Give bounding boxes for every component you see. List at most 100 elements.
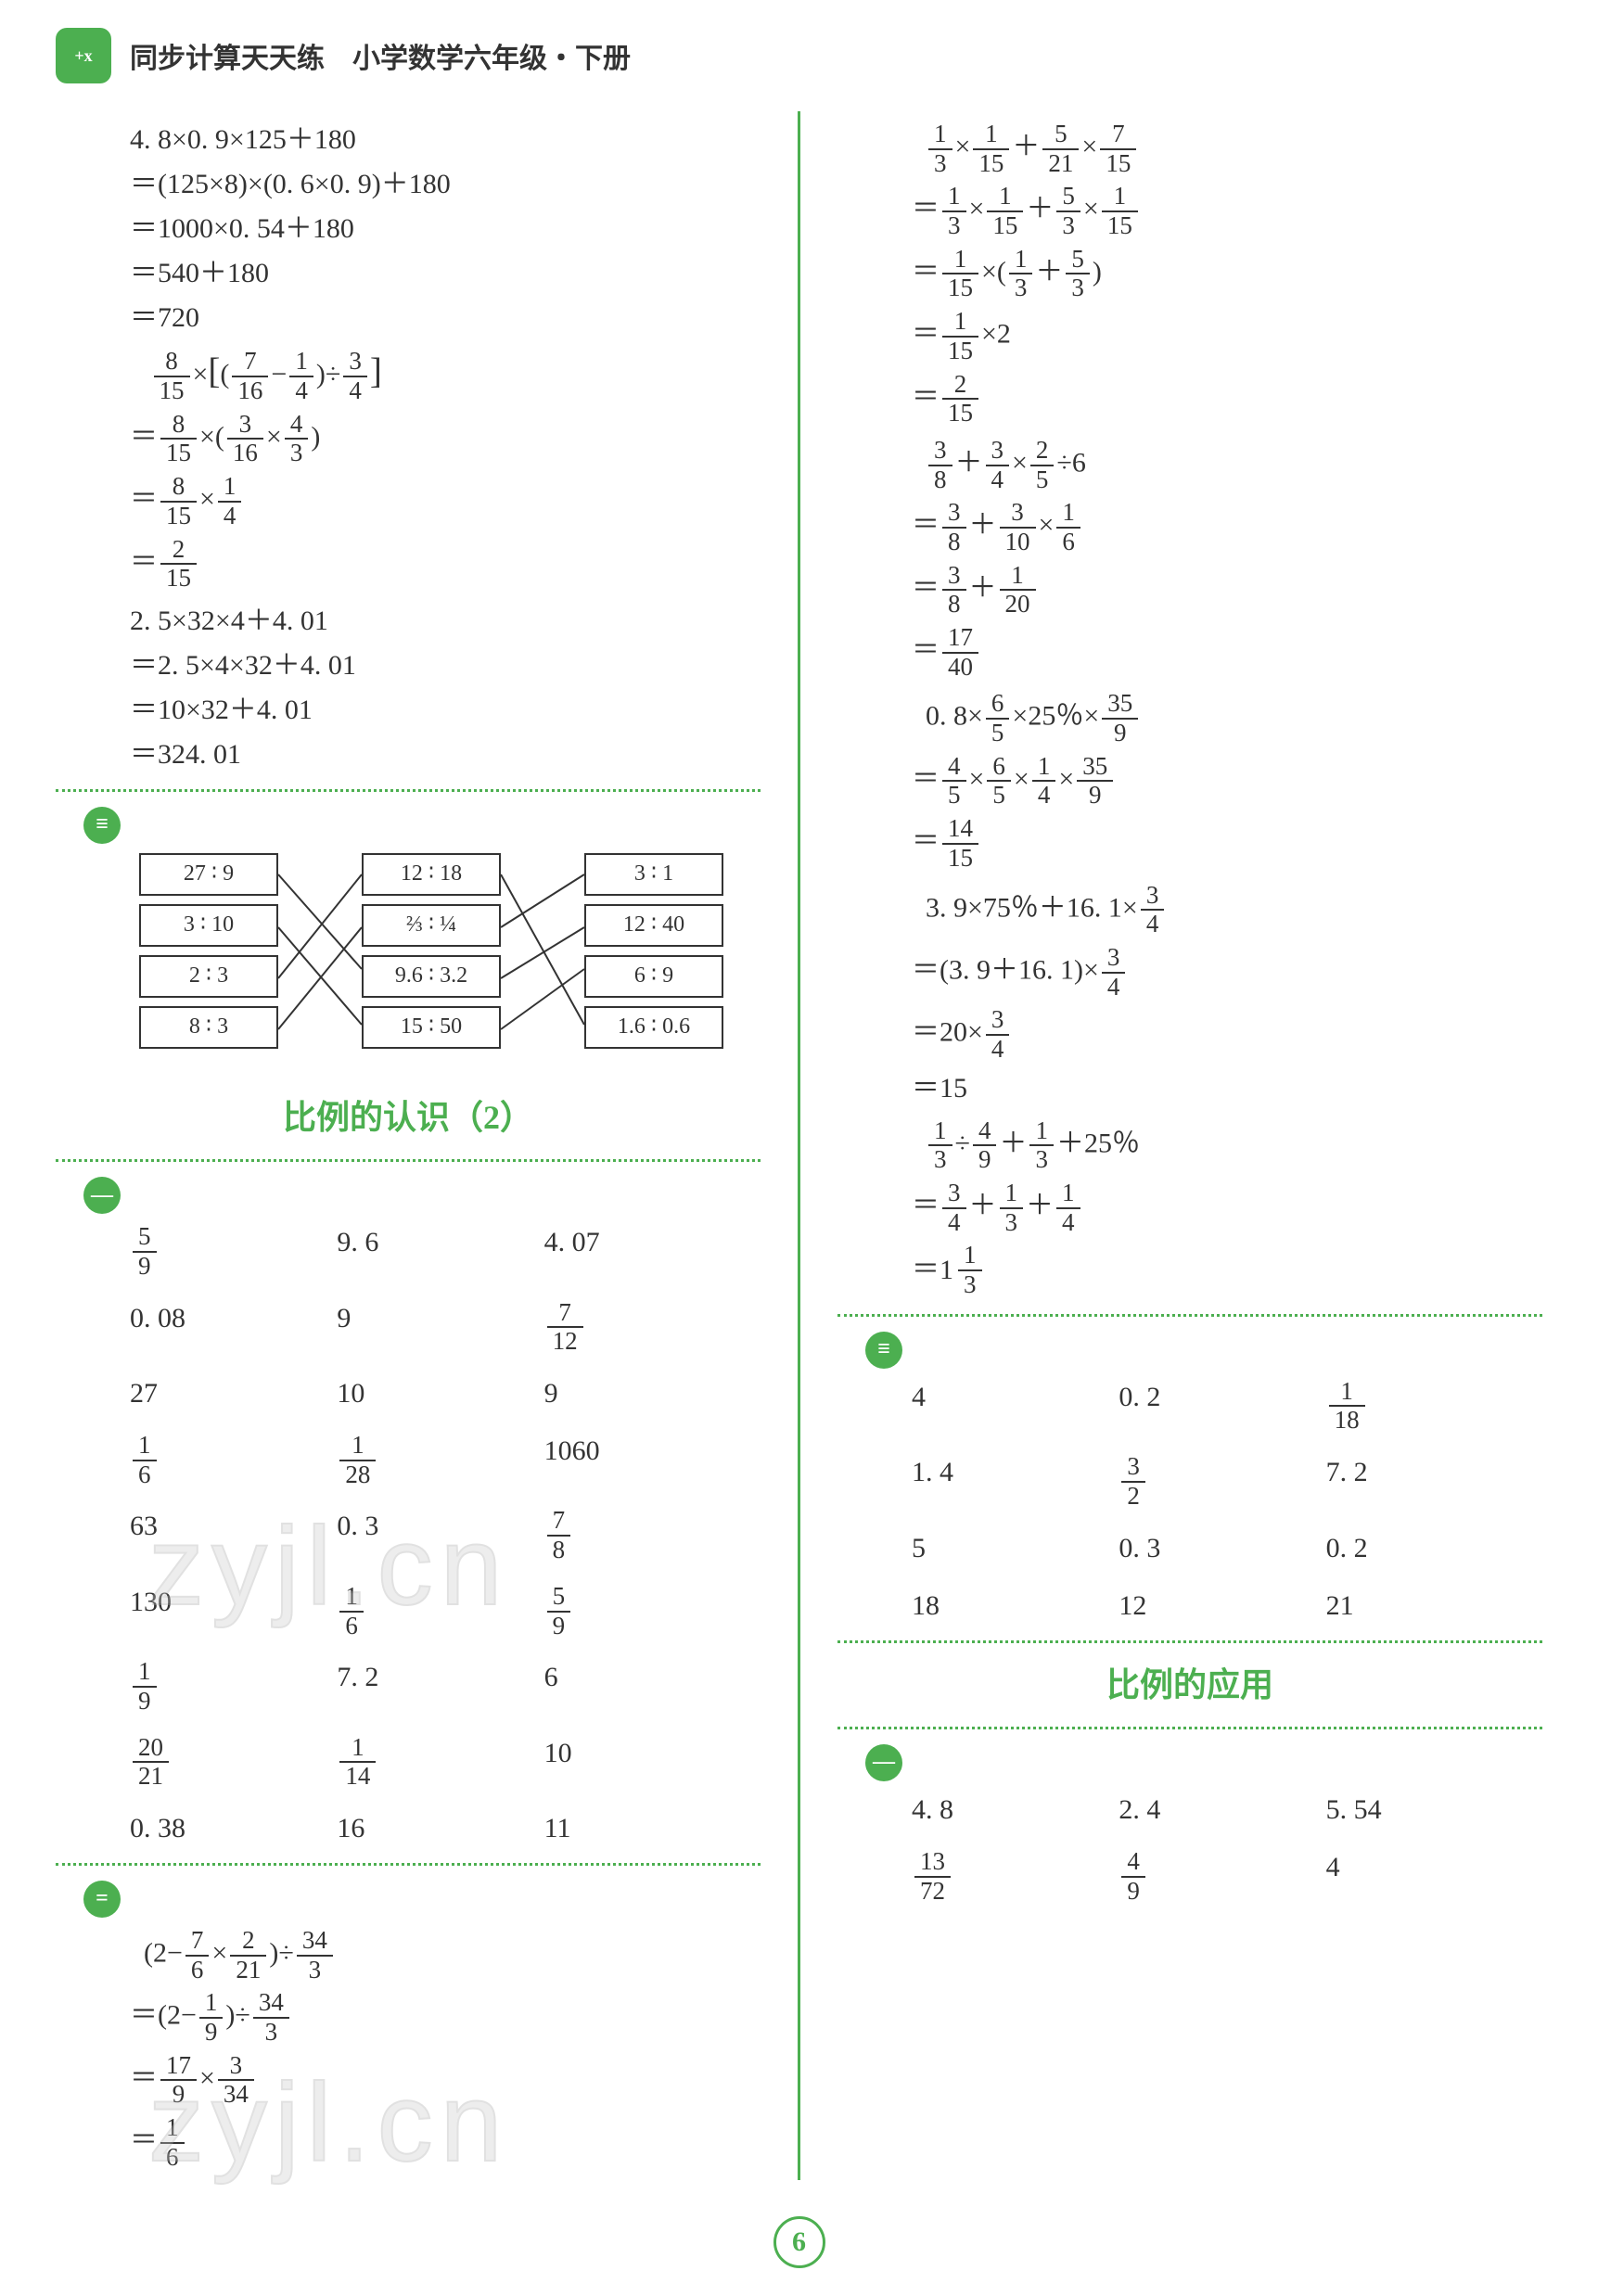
eq-line: ＝1740 — [912, 624, 1542, 681]
eq-line: 815×[(716−14)÷34] — [130, 347, 761, 405]
answer-cell: 0. 08 — [130, 1299, 327, 1356]
eq-line: ＝540＋180 — [130, 254, 761, 293]
answer-cell: 11 — [544, 1809, 742, 1848]
match-box: 12 ∶ 18 — [362, 853, 501, 896]
answer-cell: 32 — [1119, 1453, 1316, 1510]
dotted-separator — [837, 1640, 1542, 1643]
dotted-separator — [837, 1727, 1542, 1729]
match-box: 27 ∶ 9 — [139, 853, 278, 896]
match-box: 3 ∶ 1 — [584, 853, 723, 896]
eq-line: ＝1415 — [912, 815, 1542, 872]
bullet-one-icon: — — [83, 1177, 121, 1214]
match-box: 8 ∶ 3 — [139, 1006, 278, 1049]
equation-block-4: (2−76×221)÷343 ＝(2−19)÷343 ＝179×334 ＝16 — [130, 1927, 761, 2172]
logo-icon: +x — [56, 28, 111, 83]
eq-line: ＝13×115＋53×115 — [912, 183, 1542, 239]
column-divider — [798, 111, 800, 2180]
answer-cell: 5 — [912, 1529, 1109, 1568]
section-title: 比例的认识（2） — [56, 1094, 761, 1141]
eq-line: 13÷49＋13＋25％ — [912, 1117, 1542, 1174]
answer-cell: 4. 8 — [912, 1791, 1109, 1830]
eq-line: ＝10×32＋4. 01 — [130, 691, 761, 730]
dotted-separator — [837, 1314, 1542, 1317]
answer-cell: 6 — [544, 1658, 742, 1715]
match-box: 2 ∶ 3 — [139, 955, 278, 998]
section-one-heading: — — [83, 1177, 761, 1214]
equation-block-r4: 3. 9×75％＋16. 1×34 ＝(3. 9＋16. 1)×34 ＝20×3… — [912, 882, 1542, 1108]
eq-line: ＝38＋310×16 — [912, 499, 1542, 555]
bullet-three-icon: ≡ — [865, 1332, 902, 1369]
match-box: 3 ∶ 10 — [139, 904, 278, 947]
answer-cell: 27 — [130, 1374, 327, 1413]
equation-block-r1: 13×115＋521×715 ＝13×115＋53×115 ＝115×(13＋5… — [912, 121, 1542, 427]
eq-line: ＝(2−19)÷343 — [130, 1989, 761, 2046]
equation-block-r5: 13÷49＋13＋25％ ＝34＋13＋14 ＝113 — [912, 1117, 1542, 1299]
equation-block-3: 2. 5×32×4＋4. 01 ＝2. 5×4×32＋4. 01 ＝10×32＋… — [130, 602, 761, 774]
dotted-separator — [56, 789, 761, 792]
answer-cell: 18 — [912, 1587, 1109, 1626]
answer-cell: 0. 2 — [1326, 1529, 1524, 1568]
answer-cell: 16 — [130, 1432, 327, 1488]
matching-diagram: 27 ∶ 9 3 ∶ 10 2 ∶ 3 8 ∶ 3 12 ∶ 18 ⅔ ∶ ¼ … — [139, 853, 723, 1076]
eq-line: ＝179×334 — [130, 2052, 761, 2109]
answer-cell: 9 — [337, 1299, 534, 1356]
answer-cell: 1060 — [544, 1432, 742, 1488]
eq-line: ＝2. 5×4×32＋4. 01 — [130, 646, 761, 685]
eq-line: ＝115×(13＋53) — [912, 246, 1542, 302]
answer-cell: 9 — [544, 1374, 742, 1413]
dotted-separator — [56, 1863, 761, 1866]
eq-line: 13×115＋521×715 — [912, 121, 1542, 177]
header-title: 同步计算天天练 小学数学六年级・下册 — [130, 35, 631, 76]
section-three-heading: ≡ — [865, 1332, 1542, 1369]
section-two-heading: = — [83, 1881, 761, 1918]
match-box: 12 ∶ 40 — [584, 904, 723, 947]
answer-cell: 118 — [1326, 1378, 1524, 1435]
eq-line: ＝815×14 — [130, 473, 761, 529]
eq-line: ＝(125×8)×(0. 6×0. 9)＋180 — [130, 165, 761, 204]
answer-grid-3: 40. 21181. 4327. 250. 30. 2181221 — [912, 1378, 1524, 1626]
eq-line: 2. 5×32×4＋4. 01 — [130, 602, 761, 641]
dotted-separator — [56, 1159, 761, 1162]
eq-line: ＝815×(316×43) — [130, 411, 761, 467]
logo-text: +x — [74, 46, 92, 66]
left-column: 4. 8×0. 9×125＋180 ＝(125×8)×(0. 6×0. 9)＋1… — [56, 111, 761, 2180]
answer-cell: 10 — [337, 1374, 534, 1413]
eq-line: ＝1000×0. 54＋180 — [130, 210, 761, 249]
right-column: 13×115＋521×715 ＝13×115＋53×115 ＝115×(13＋5… — [837, 111, 1542, 2180]
answer-cell: 21 — [1326, 1587, 1524, 1626]
answer-cell: 0. 38 — [130, 1809, 327, 1848]
section-three-heading: ≡ — [83, 807, 761, 844]
answer-cell: 128 — [337, 1432, 534, 1488]
answer-cell: 4 — [1326, 1848, 1524, 1905]
answer-cell: 2021 — [130, 1734, 327, 1791]
answer-cell: 78 — [544, 1507, 742, 1563]
main-content: 4. 8×0. 9×125＋180 ＝(125×8)×(0. 6×0. 9)＋1… — [0, 111, 1598, 2180]
answer-cell: 0. 3 — [337, 1507, 534, 1563]
answer-cell: 114 — [337, 1734, 534, 1791]
eq-line: ＝34＋13＋14 — [912, 1180, 1542, 1236]
answer-cell: 7. 2 — [1326, 1453, 1524, 1510]
answer-cell: 4 — [912, 1378, 1109, 1435]
answer-cell: 7. 2 — [337, 1658, 534, 1715]
answer-cell: 1372 — [912, 1848, 1109, 1905]
answer-cell: 12 — [1119, 1587, 1316, 1626]
eq-line: ＝20×34 — [912, 1006, 1542, 1063]
eq-line: 0. 8×65×25％×359 — [912, 690, 1542, 746]
equation-block-r2: 38＋34×25÷6 ＝38＋310×16 ＝38＋120 ＝1740 — [912, 437, 1542, 682]
eq-line: ＝720 — [130, 299, 761, 338]
eq-line: 3. 9×75％＋16. 1×34 — [912, 882, 1542, 938]
eq-line: ＝215 — [130, 536, 761, 593]
match-box: 6 ∶ 9 — [584, 955, 723, 998]
answer-cell: 63 — [130, 1507, 327, 1563]
answer-cell: 16 — [337, 1809, 534, 1848]
eq-line: (2−76×221)÷343 — [130, 1927, 761, 1983]
answer-cell: 16 — [337, 1583, 534, 1639]
answer-cell: 4. 07 — [544, 1223, 742, 1280]
equation-block-1: 4. 8×0. 9×125＋180 ＝(125×8)×(0. 6×0. 9)＋1… — [130, 121, 761, 338]
match-box: 9.6 ∶ 3.2 — [362, 955, 501, 998]
match-box: 15 ∶ 50 — [362, 1006, 501, 1049]
eq-line: ＝324. 01 — [130, 735, 761, 774]
answer-cell: 1. 4 — [912, 1453, 1109, 1510]
answer-grid-4: 4. 82. 45. 541372494 — [912, 1791, 1524, 1905]
match-box: ⅔ ∶ ¼ — [362, 904, 501, 947]
